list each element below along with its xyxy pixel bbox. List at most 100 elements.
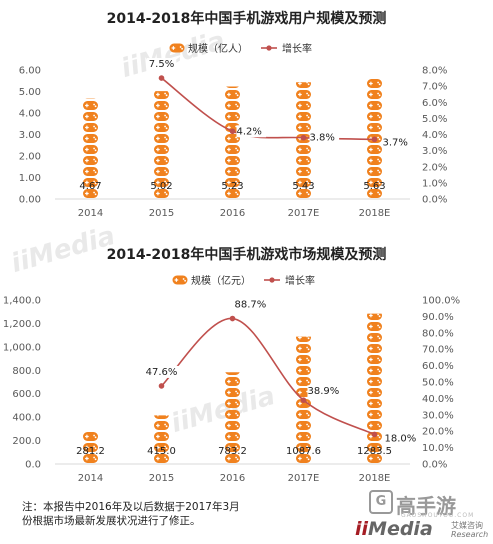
controller-button-b — [379, 304, 381, 306]
controller-button-a — [306, 125, 308, 128]
controller-button-a — [93, 136, 95, 139]
controller-body — [296, 90, 311, 99]
controller-button-a — [377, 324, 379, 327]
controller-body — [154, 145, 169, 154]
growth-rate-label-bg — [382, 136, 413, 149]
controller-body — [367, 421, 382, 430]
bar-icon — [225, 156, 240, 165]
controller-button-b — [378, 171, 381, 174]
controller-body — [83, 454, 98, 463]
bar-icon — [225, 410, 240, 419]
y-right-tick-label: 4.0% — [422, 130, 447, 141]
legend-bar-icon — [172, 275, 188, 285]
controller-body — [154, 112, 169, 121]
controller-dpad-v — [299, 169, 301, 174]
bar-icon — [296, 410, 311, 419]
controller-button-a — [306, 114, 308, 117]
controller-button-a — [93, 93, 95, 95]
controller-button-b — [378, 326, 381, 329]
controller-body — [225, 101, 240, 110]
controller-button-a — [377, 445, 379, 448]
controller-body — [296, 322, 311, 331]
controller-body — [85, 98, 96, 99]
controller-button-a — [377, 147, 379, 150]
bar-icon — [367, 355, 382, 364]
controller-button-a — [306, 147, 308, 150]
bar — [296, 82, 311, 198]
controller-button-b — [307, 83, 310, 86]
controller-dpad-v — [86, 147, 88, 152]
growth-rate-label: 3.8% — [310, 133, 335, 144]
controller-dpad-v — [86, 93, 87, 97]
controller-body — [225, 167, 240, 176]
controller-body — [154, 189, 169, 198]
footnote: 注：本报告中2016年及以后数据于2017年3月 份根据市场最新发展状况进行了修… — [22, 500, 240, 528]
bar-icon — [367, 322, 382, 331]
controller-button-a — [306, 368, 308, 371]
controller-button-a — [164, 147, 167, 150]
y-left-tick-label: 400.0 — [12, 413, 41, 424]
controller-body — [154, 167, 169, 176]
controller-dpad-v — [370, 92, 372, 97]
controller-button-b — [184, 279, 187, 282]
bar-icon — [83, 134, 98, 143]
controller-dpad-v — [299, 125, 301, 130]
controller-dpad-v — [228, 401, 230, 406]
controller-body — [83, 145, 98, 154]
controller-body — [367, 90, 382, 99]
controller-button-b — [307, 94, 310, 97]
controller-button-b — [237, 370, 239, 372]
controller-button-b — [236, 94, 239, 97]
bar-icon — [154, 189, 169, 198]
controller-dpad-h — [298, 326, 302, 327]
chart1-title: 2014-2018年中国手机游戏用户规模及预测 — [106, 11, 387, 27]
y-right-tick-label: 7.0% — [422, 82, 447, 93]
controller-dpad-v — [228, 125, 230, 130]
controller-dpad-v — [228, 379, 230, 384]
market-scale-chart: 规模（亿元） 增长率 0.0 200.0 400.0 600.0 800.0 1,000.0 1… — [3, 274, 460, 484]
controller-button-a — [93, 147, 95, 150]
controller-dpad-v — [299, 136, 301, 141]
legend-line-label: 增长率 — [282, 42, 312, 55]
bar-icon — [296, 454, 311, 463]
controller-body — [225, 372, 240, 375]
controller-button-a — [377, 357, 379, 360]
controller-button-a — [377, 401, 379, 404]
controller-dpad-v — [370, 357, 372, 362]
y-left-tick-label: 1.00 — [19, 173, 41, 184]
bar-value-label: 4.67 — [79, 181, 101, 192]
controller-button-a — [377, 81, 379, 84]
x-tick-label: 2017E — [288, 208, 320, 219]
controller-button-a — [93, 434, 95, 437]
controller-dpad-v — [157, 158, 159, 163]
controller-body — [172, 275, 188, 285]
controller-body — [83, 112, 98, 121]
bar-icon — [296, 167, 311, 176]
bar-icon — [296, 156, 311, 165]
controller-button-a — [164, 158, 167, 161]
controller-body — [83, 178, 98, 187]
controller-body — [367, 189, 382, 198]
controller-body — [367, 123, 382, 132]
controller-button-b — [307, 127, 310, 130]
controller-dpad-v — [299, 336, 301, 340]
controller-dpad-v — [157, 169, 159, 174]
controller-button-b — [94, 193, 97, 196]
controller-button-a — [235, 180, 238, 183]
controller-dpad-v — [86, 424, 87, 428]
controller-button-a — [235, 103, 238, 106]
x-tick-label: 2016 — [220, 208, 245, 219]
controller-body — [296, 101, 311, 110]
footnote-line-1: 注：本报告中2016年及以后数据于2017年3月 — [22, 501, 240, 513]
bar-icon — [367, 443, 382, 452]
y-right-tick-label: 20.0% — [422, 427, 454, 438]
controller-dpad-v — [299, 456, 301, 461]
controller-body — [154, 134, 169, 143]
controller-button-a — [306, 325, 308, 327]
x-tick-label: 2016 — [220, 473, 245, 484]
gaoshouyou-logo: G 高手游 — [369, 490, 456, 519]
controller-dpad-v — [157, 114, 159, 119]
controller-dpad-v — [370, 390, 372, 395]
controller-dpad-v — [299, 357, 301, 362]
bar-icon — [296, 82, 311, 88]
